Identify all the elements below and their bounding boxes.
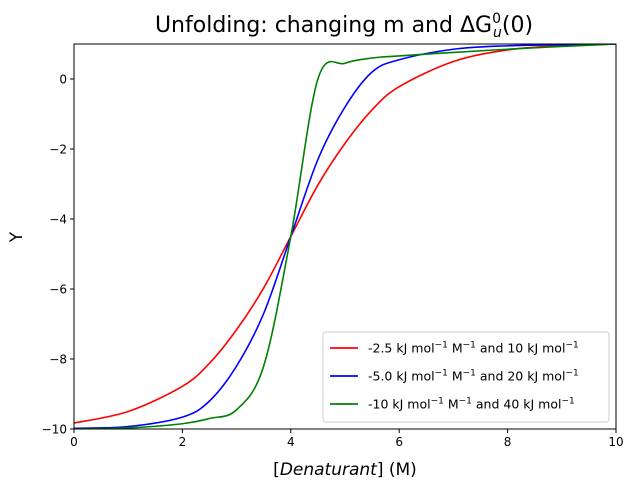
x-axis-label: [Denaturant] (M) <box>273 460 417 480</box>
chart-title: Unfolding: changing m and ΔG0 u(0) <box>155 11 533 41</box>
legend-label-3: -10 kJ mol−1 M−1 and 40 kJ mol−1 <box>368 397 575 412</box>
series-line-3 <box>74 44 616 429</box>
legend: -2.5 kJ mol−1 M−1 and 10 kJ mol−1 -5.0 kJ… <box>322 331 610 423</box>
legend-box <box>322 331 610 423</box>
x-axis: 0 2 4 6 8 10 <box>70 429 624 449</box>
plot-frame <box>73 43 617 430</box>
x-tick-label: 8 <box>504 435 512 449</box>
y-axis: −10 −8 −6 −4 −2 0 <box>42 73 74 437</box>
x-tick-label: 6 <box>395 435 403 449</box>
x-tick-label: 4 <box>287 435 295 449</box>
y-tick-label: −4 <box>49 213 67 227</box>
legend-label-2: -5.0 kJ mol−1 M−1 and 20 kJ mol−1 <box>368 369 579 384</box>
x-tick-label: 2 <box>179 435 187 449</box>
legend-label-1: -2.5 kJ mol−1 M−1 and 10 kJ mol−1 <box>368 341 579 356</box>
y-tick-label: −2 <box>49 143 67 157</box>
y-tick-label: −10 <box>42 423 67 437</box>
y-tick-label: −6 <box>49 283 67 297</box>
y-tick-label: 0 <box>59 73 67 87</box>
series-line-1 <box>74 44 616 424</box>
x-tick-label: 0 <box>70 435 78 449</box>
series-line-2 <box>74 44 616 429</box>
y-tick-label: −8 <box>49 353 67 367</box>
series-group <box>74 44 616 429</box>
x-tick-label: 10 <box>608 435 623 449</box>
y-axis-label: Y <box>7 231 27 243</box>
